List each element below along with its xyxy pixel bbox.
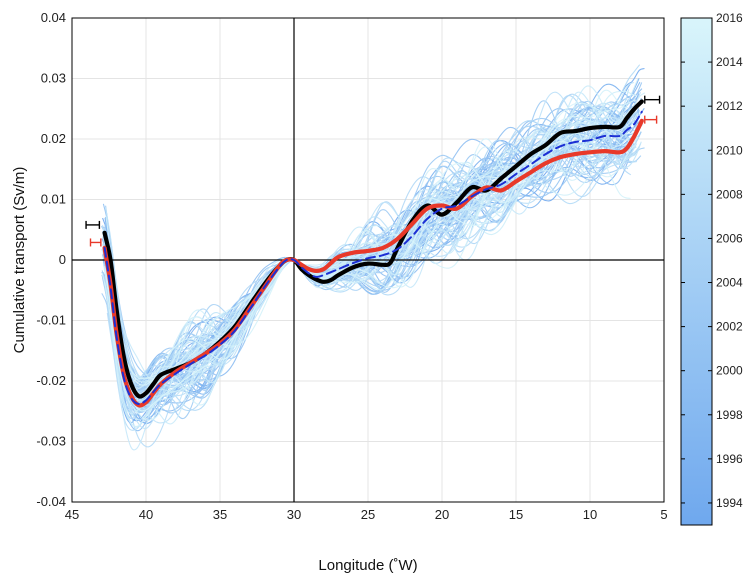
ensemble-line [102,138,638,397]
y-tick-label: 0.01 [41,192,66,207]
y-axis-label: Cumulative transport (Sv/m) [11,167,28,354]
colorbar-tick-label: 1994 [716,496,743,510]
error-bar [85,220,101,229]
ensemble-line [103,78,639,425]
colorbar-tick-label: 2010 [716,143,743,157]
colorbar-tick-label: 2002 [716,320,743,334]
y-tick-label: 0.03 [41,71,66,86]
y-tick-label: 0 [59,252,66,267]
x-tick-labels: 45 40 35 30 25 20 15 10 5 [65,507,668,522]
colorbar-tick-label: 2012 [716,99,743,113]
x-tick-label: 45 [65,507,79,522]
ensemble-line [103,90,638,399]
series-lines [102,99,644,408]
x-tick-label: 30 [287,507,301,522]
x-axis-label: Longitude (˚W) [318,557,417,573]
x-tick-label: 20 [435,507,449,522]
x-tick-label: 35 [213,507,227,522]
error-bar [89,238,102,247]
colorbar-tick-label: 2000 [716,364,743,378]
ensemble-line [101,126,642,428]
colorbar-tick-label: 2016 [716,11,743,25]
ensemble-line [101,103,632,412]
colorbar-gradient [680,17,713,526]
error-bar [644,115,658,124]
x-tick-label: 5 [660,507,667,522]
ensemble-line [103,102,644,386]
colorbar-tick-label: 2006 [716,231,743,245]
y-tick-label: 0.04 [41,10,66,25]
ensemble-line [104,91,635,430]
ensemble-line [104,106,634,413]
x-tick-label: 25 [361,507,375,522]
series-line [102,99,644,399]
series-line [103,110,643,406]
y-tick-labels: -0.04 -0.03 -0.02 -0.01 0 0.01 0.02 0.03 0.04 [36,10,66,509]
x-tick-label: 15 [509,507,523,522]
colorbar-tick-label: 2014 [716,55,743,69]
y-tick-label: 0.02 [41,131,66,146]
colorbar: 1994 1996 1998 2000 2002 2004 2006 2008 2010 2012… [680,11,743,526]
colorbar-tick-label: 1996 [716,452,743,466]
ensemble-line [104,89,630,424]
y-tick-label: -0.02 [36,373,66,388]
y-tick-label: -0.03 [36,434,66,449]
error-bar [644,95,661,104]
y-tick-label: -0.04 [36,494,66,509]
error-bars [85,95,661,247]
colorbar-ticks: 1994 1996 1998 2000 2002 2004 2006 2008 2010 2012… [681,11,743,510]
x-tick-label: 10 [583,507,597,522]
ensemble-line [103,112,639,400]
colorbar-tick-label: 1998 [716,408,743,422]
ensemble-line [103,136,639,412]
colorbar-tick-label: 2008 [716,187,743,201]
x-tick-label: 40 [139,507,153,522]
y-tick-label: -0.01 [36,313,66,328]
colorbar-tick-label: 2004 [716,276,743,290]
plot-frame [71,17,665,503]
